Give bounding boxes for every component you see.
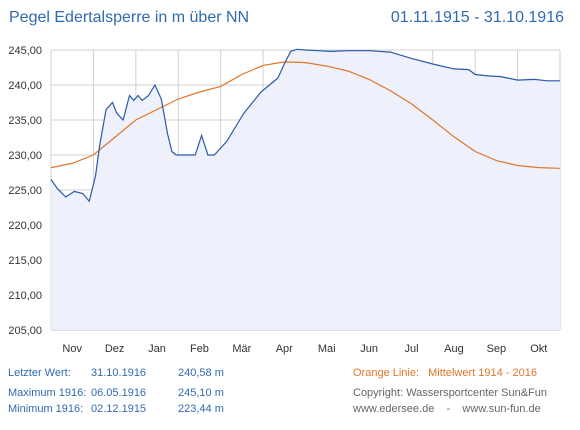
y-tick-label: 225,00 — [8, 185, 42, 197]
chart-title: Pegel Edertalsperre in m über NN — [9, 9, 250, 26]
y-tick-label: 235,00 — [8, 115, 42, 127]
min-value: 223,44 m — [178, 403, 224, 415]
min-date: 02.12.1915 — [91, 403, 147, 415]
x-tick-label: Mär — [232, 343, 251, 355]
last-value-label: Letzter Wert: — [8, 367, 71, 379]
y-tick-label: 230,00 — [8, 150, 42, 162]
x-tick-label: Mai — [318, 343, 336, 355]
max-date: 06.05.1916 — [91, 387, 147, 399]
level-line — [50, 48, 560, 203]
mean-line — [50, 61, 561, 169]
y-tick-label: 245,00 — [8, 45, 42, 57]
x-tick-label: Jul — [405, 343, 419, 355]
x-tick-label: Aug — [444, 343, 464, 355]
y-tick-label: 210,00 — [8, 290, 42, 302]
last-value-date: 31.10.1916 — [91, 367, 147, 379]
y-tick-label: 220,00 — [8, 220, 42, 232]
min-label: Minimum 1916: — [8, 403, 84, 415]
y-axis: 205,00 210,00 215,00 220,00 225,00 230,00 235,… — [8, 45, 42, 337]
copyright: Copyright: Wassersportcenter Sun&Fun — [353, 387, 548, 399]
x-tick-label: Jun — [360, 343, 378, 355]
y-tick-label: 215,00 — [8, 255, 42, 267]
x-tick-label: Apr — [276, 343, 293, 355]
mean-legend: Orange Linie: Mittelwert 1914 - 2016 — [353, 367, 537, 379]
date-range: 01.11.1915 - 31.10.1916 — [390, 9, 564, 26]
websites: www.edersee.de - www.sun-fun.de — [353, 403, 541, 415]
max-value: 245,10 m — [178, 387, 224, 399]
x-tick-label: Feb — [190, 343, 209, 355]
x-tick-label: Dez — [105, 343, 125, 355]
level-area-fill — [51, 49, 560, 331]
x-tick-label: Jan — [148, 343, 166, 355]
level-series — [50, 48, 560, 203]
x-tick-label: Okt — [530, 343, 547, 355]
level-area — [51, 49, 560, 331]
x-tick-label: Sep — [487, 343, 507, 355]
mean-series — [50, 61, 561, 169]
mean-legend-desc: Mittelwert 1914 - 2016 — [428, 367, 537, 379]
y-tick-label: 240,00 — [8, 80, 42, 92]
max-label: Maximum 1916: — [8, 387, 87, 399]
last-value-value: 240,58 m — [178, 367, 224, 379]
mean-legend-label: Orange Linie: — [353, 367, 420, 379]
x-tick-label: Nov — [62, 343, 82, 355]
y-tick-label: 205,00 — [8, 325, 42, 337]
x-axis: Nov Dez Jan Feb Mär Apr Mai Jun Jul Aug Sep Okt — [62, 343, 547, 355]
